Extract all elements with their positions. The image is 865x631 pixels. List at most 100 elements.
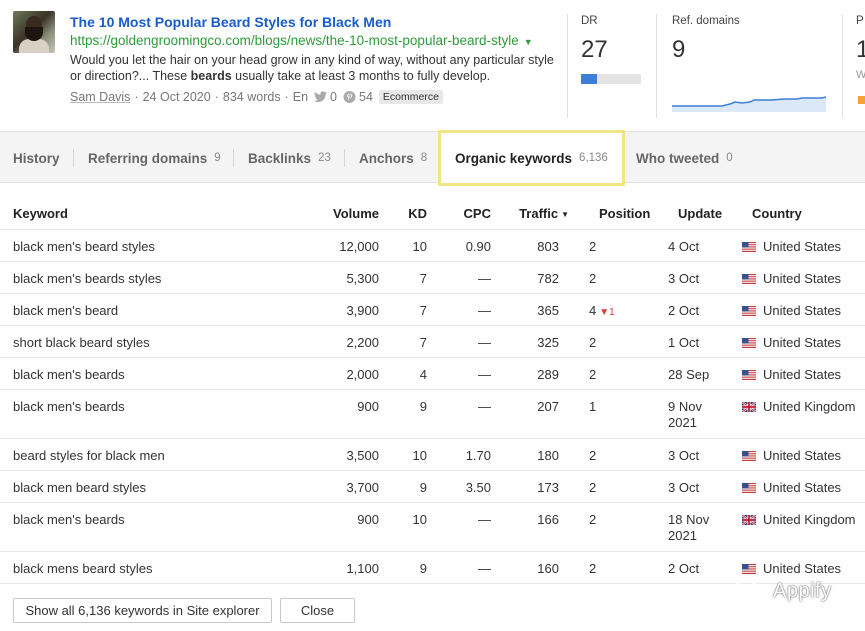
col-volume[interactable]: Volume (333, 206, 379, 221)
traffic-cell: 289 (537, 367, 559, 382)
country-cell: United States (742, 303, 841, 319)
col-kd[interactable]: KD (408, 206, 427, 221)
divider (842, 14, 843, 118)
keyword-link[interactable]: black men's beards (13, 512, 125, 527)
update-cell: 2 Oct (668, 303, 700, 318)
pinterest-count: 54 (359, 90, 373, 104)
traffic-cell: 207 (537, 399, 559, 414)
kd-cell: 9 (419, 480, 427, 495)
col-update[interactable]: Update (678, 206, 723, 221)
tab-history[interactable]: History (13, 150, 60, 166)
article-url[interactable]: https://goldengroomingco.com/blogs/news/… (70, 33, 533, 48)
volume-cell: 2,000 (346, 367, 379, 382)
country-cell: United States (742, 271, 841, 287)
volume-cell: 3,500 (346, 448, 379, 463)
dr-progress-bar (581, 74, 641, 84)
watermark-text: Appify (773, 579, 832, 602)
kd-cell: 7 (419, 335, 427, 350)
traffic-cell: 180 (537, 448, 559, 463)
table-row: black mens beard styles 1,100 9 — 160 2 2 Oct U… (0, 552, 865, 584)
position-cell: 2 (589, 448, 597, 463)
show-all-keywords-button[interactable]: Show all 6,136 keywords in Site explorer (13, 598, 272, 623)
volume-cell: 2,200 (346, 335, 379, 350)
col-keyword[interactable]: Keyword (13, 206, 68, 221)
keyword-link[interactable]: black men's beards (13, 399, 125, 414)
us-flag-icon (742, 370, 756, 380)
keyword-link[interactable]: black mens beard styles (13, 561, 153, 576)
tab-who-tweeted[interactable]: Who tweeted 0 (636, 150, 733, 166)
keyword-link[interactable]: black men's beards styles (13, 271, 162, 286)
article-meta: Sam Davis · 24 Oct 2020 · 834 words · En… (70, 90, 443, 104)
article-header: The 10 Most Popular Beard Styles for Bla… (0, 0, 865, 130)
author-link[interactable]: Sam Davis (70, 90, 131, 104)
tab-divider (233, 149, 234, 167)
col-country[interactable]: Country (752, 206, 802, 221)
keywords-table: Keyword Volume KD CPC Traffic ▼ Position … (0, 196, 865, 584)
volume-cell: 12,000 (339, 239, 379, 254)
third-metric-bar (858, 96, 865, 104)
divider (567, 14, 568, 118)
keyword-link[interactable]: beard styles for black men (13, 448, 165, 463)
country-cell: United States (742, 239, 841, 255)
table-row: black men's beards styles 5,300 7 — 782 2 3 Oc… (0, 262, 865, 294)
article-url-text[interactable]: https://goldengroomingco.com/blogs/news/… (70, 33, 519, 48)
keyword-link[interactable]: black men beard styles (13, 480, 146, 495)
col-cpc[interactable]: CPC (463, 206, 491, 221)
keyword-link[interactable]: black men's beard (13, 303, 119, 318)
us-flag-icon (742, 306, 756, 316)
table-header-row: Keyword Volume KD CPC Traffic ▼ Position … (0, 196, 865, 230)
position-cell: 4 ▼1 (589, 303, 615, 318)
tab-backlinks[interactable]: Backlinks 23 (248, 150, 331, 166)
position-cell: 2 (589, 335, 597, 350)
cpc-cell: — (478, 512, 491, 527)
category-badge: Ecommerce (378, 90, 443, 104)
keyword-link[interactable]: short black beard styles (13, 335, 150, 350)
traffic-cell: 160 (537, 561, 559, 576)
article-description: Would you let the hair on your head grow… (70, 53, 554, 83)
update-cell: 18 Nov 2021 (668, 512, 710, 543)
table-row: black men's beard styles 12,000 10 0.90 803 2… (0, 230, 865, 262)
kd-cell: 9 (419, 561, 427, 576)
third-metric-value: 1 (856, 36, 865, 63)
chevron-down-icon[interactable]: ▼ (523, 37, 533, 47)
cpc-cell: — (478, 399, 491, 414)
wechat-icon (733, 579, 766, 603)
keyword-link[interactable]: black men's beards (13, 367, 125, 382)
sort-desc-icon[interactable]: ▼ (561, 210, 569, 219)
traffic-cell: 803 (537, 239, 559, 254)
ref-domains-value: 9 (672, 36, 686, 63)
article-thumbnail (13, 11, 55, 53)
cpc-cell: 3.50 (465, 480, 491, 495)
tab-organic-keywords[interactable]: Organic keywords 6,136 (438, 130, 625, 186)
close-button[interactable]: Close (280, 598, 355, 623)
tab-anchors[interactable]: Anchors 8 (359, 150, 428, 166)
position-cell: 2 (589, 367, 597, 382)
tab-divider (344, 149, 345, 167)
volume-cell: 900 (357, 512, 379, 527)
update-cell: 1 Oct (668, 335, 700, 350)
country-cell: United States (742, 367, 841, 383)
country-cell: United States (742, 480, 841, 496)
uk-flag-icon (742, 515, 756, 525)
update-cell: 3 Oct (668, 448, 700, 463)
volume-cell: 1,100 (346, 561, 379, 576)
watermark: Appify (733, 579, 832, 603)
traffic-cell: 365 (537, 303, 559, 318)
tab-divider (73, 149, 74, 167)
dr-label: DR (581, 15, 598, 27)
update-cell: 3 Oct (668, 480, 700, 495)
col-traffic[interactable]: Traffic ▼ (519, 206, 569, 221)
tab-referring-domains[interactable]: Referring domains 9 (88, 150, 221, 166)
article-title-link[interactable]: The 10 Most Popular Beard Styles for Bla… (70, 14, 392, 30)
ref-domains-sparkline (672, 96, 826, 112)
pinterest-icon (343, 91, 356, 103)
country-cell: United Kingdom (742, 399, 856, 415)
update-cell: 28 Sep (668, 367, 710, 382)
kd-cell: 10 (412, 239, 427, 254)
country-cell: United States (742, 448, 841, 464)
language: En (292, 90, 309, 104)
keyword-link[interactable]: black men's beard styles (13, 239, 155, 254)
position-cell: 2 (589, 561, 597, 576)
col-position[interactable]: Position (599, 206, 651, 221)
us-flag-icon (742, 274, 756, 284)
